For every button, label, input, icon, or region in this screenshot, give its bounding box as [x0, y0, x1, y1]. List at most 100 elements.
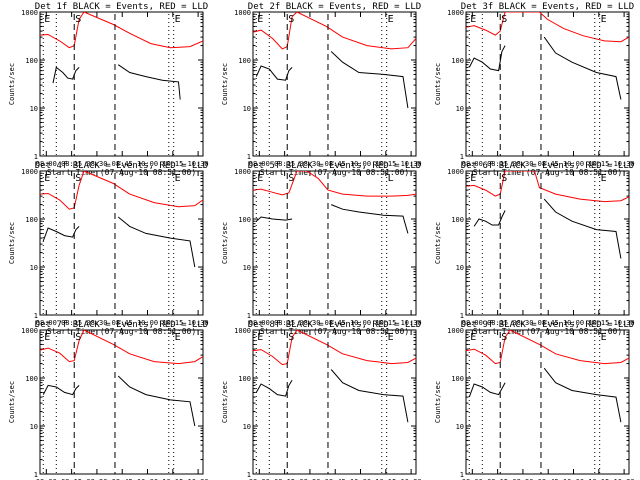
x-tick-label: 10:30: [188, 319, 209, 327]
x-tick-label: 08:15: [61, 478, 82, 480]
y-tick-label: 10: [243, 423, 251, 431]
plot-frame: [252, 170, 417, 316]
x-tick-label: 08:45: [112, 319, 133, 327]
x-tick-label: 10:00: [137, 160, 158, 168]
x-tick-label: 10:30: [188, 478, 209, 480]
x-tick-label: 08:15: [61, 160, 82, 168]
chart-panel-9: Det 9f BLACK = Events, RED = LLD Counts/s…: [434, 320, 635, 480]
x-tick-label: 08:15: [274, 160, 295, 168]
lld-series-line: [253, 330, 416, 366]
plot-frame: [252, 11, 417, 157]
chart-title: Det 2f BLACK = Events, RED = LLD: [248, 2, 421, 12]
events-series-line: [255, 51, 409, 109]
x-tick-label: 08:45: [538, 478, 559, 480]
x-tick-label: 10:15: [375, 319, 396, 327]
y-tick-label: 100: [25, 375, 38, 383]
marker-label: L: [388, 173, 394, 184]
chart-title: Det 6f BLACK = Events, RED = LLD: [461, 161, 634, 171]
marker-label: E: [175, 332, 181, 343]
marker-label: S: [75, 173, 81, 184]
y-tick-label: 1: [34, 153, 38, 161]
y-tick-label: 1000: [234, 327, 251, 335]
y-tick-label: 100: [25, 57, 38, 65]
x-tick-label: 10:15: [588, 478, 609, 480]
marker-label: S: [501, 173, 507, 184]
chart-title: Det 4f BLACK = Events, RED = LLD: [35, 161, 208, 171]
y-tick-label: 10: [243, 105, 251, 113]
marker-label: E: [44, 173, 50, 184]
x-tick-label: 08:00: [249, 319, 270, 327]
y-axis-label: Counts/sec: [434, 381, 442, 423]
x-tick-label: 08:00: [249, 478, 270, 480]
plot-frame: [465, 170, 630, 316]
marker-label: S: [501, 332, 507, 343]
x-tick-label: 08:30: [512, 160, 533, 168]
x-tick-label: 08:00: [36, 160, 57, 168]
y-axis-label: Counts/sec: [8, 222, 16, 264]
y-tick-label: 1: [34, 471, 38, 479]
x-tick-label: 08:00: [462, 478, 483, 480]
x-tick-label: 08:45: [325, 319, 346, 327]
x-tick-label: 08:00: [462, 319, 483, 327]
y-axis-label: Counts/sec: [221, 63, 229, 105]
y-tick-label: 1000: [21, 9, 38, 17]
plot-frame: [465, 11, 630, 157]
marker-label: E: [388, 14, 394, 25]
lld-series-line: [466, 171, 629, 203]
x-tick-label: 08:30: [299, 160, 320, 168]
y-tick-label: 1: [460, 312, 464, 320]
marker-label: E: [470, 173, 476, 184]
x-tick-label: 08:15: [274, 319, 295, 327]
y-tick-label: 100: [451, 375, 464, 383]
events-series-line: [255, 369, 409, 423]
events-series-line: [42, 375, 196, 427]
x-tick-label: 08:15: [487, 319, 508, 327]
chart-panel-3: Det 3f BLACK = Events, RED = LLD Counts/s…: [434, 2, 635, 177]
y-tick-label: 100: [238, 57, 251, 65]
events-series-line: [468, 36, 622, 100]
x-axis-label: Start Time (07-Aug-10 08:51:00): [47, 327, 196, 336]
x-tick-label: 10:00: [137, 319, 158, 327]
chart-title: Det 3f BLACK = Events, RED = LLD: [461, 2, 634, 12]
y-tick-label: 10: [30, 105, 38, 113]
x-axis-label: Start Time (07-Aug-10 08:51:00): [473, 327, 622, 336]
x-tick-label: 08:30: [299, 478, 320, 480]
x-tick-label: 10:30: [614, 319, 635, 327]
lld-series-line: [40, 12, 203, 49]
x-tick-label: 10:00: [350, 319, 371, 327]
x-tick-label: 08:15: [61, 319, 82, 327]
y-axis-label: Counts/sec: [8, 381, 16, 423]
plot-frame: [39, 11, 204, 157]
chart-panel-2: Det 2f BLACK = Events, RED = LLD Counts/s…: [221, 2, 422, 177]
x-tick-label: 08:00: [36, 478, 57, 480]
x-tick-label: 10:30: [401, 160, 422, 168]
y-tick-label: 10: [456, 264, 464, 272]
x-tick-label: 10:00: [563, 478, 584, 480]
y-tick-label: 1000: [447, 9, 464, 17]
y-tick-label: 1: [460, 153, 464, 161]
marker-label: S: [501, 14, 507, 25]
lld-series-line: [253, 171, 416, 197]
x-tick-label: 08:30: [512, 319, 533, 327]
x-tick-label: 08:00: [249, 160, 270, 168]
lld-series-line: [253, 12, 416, 50]
x-tick-label: 08:30: [299, 319, 320, 327]
marker-label: E: [601, 14, 607, 25]
x-tick-label: 10:00: [350, 478, 371, 480]
events-series-line: [468, 367, 622, 423]
x-tick-label: 08:30: [86, 478, 107, 480]
x-tick-label: 08:15: [487, 478, 508, 480]
marker-label: E: [175, 14, 181, 25]
x-tick-label: 10:30: [614, 478, 635, 480]
x-tick-label: 08:30: [512, 478, 533, 480]
x-tick-label: 08:45: [325, 160, 346, 168]
y-tick-label: 100: [25, 216, 38, 224]
x-tick-label: 08:00: [36, 319, 57, 327]
x-tick-label: 10:15: [162, 319, 183, 327]
x-tick-label: 08:15: [487, 160, 508, 168]
marker-label: E: [601, 173, 607, 184]
marker-label: E: [257, 173, 263, 184]
x-tick-label: 10:15: [162, 160, 183, 168]
events-series-line: [255, 204, 409, 234]
